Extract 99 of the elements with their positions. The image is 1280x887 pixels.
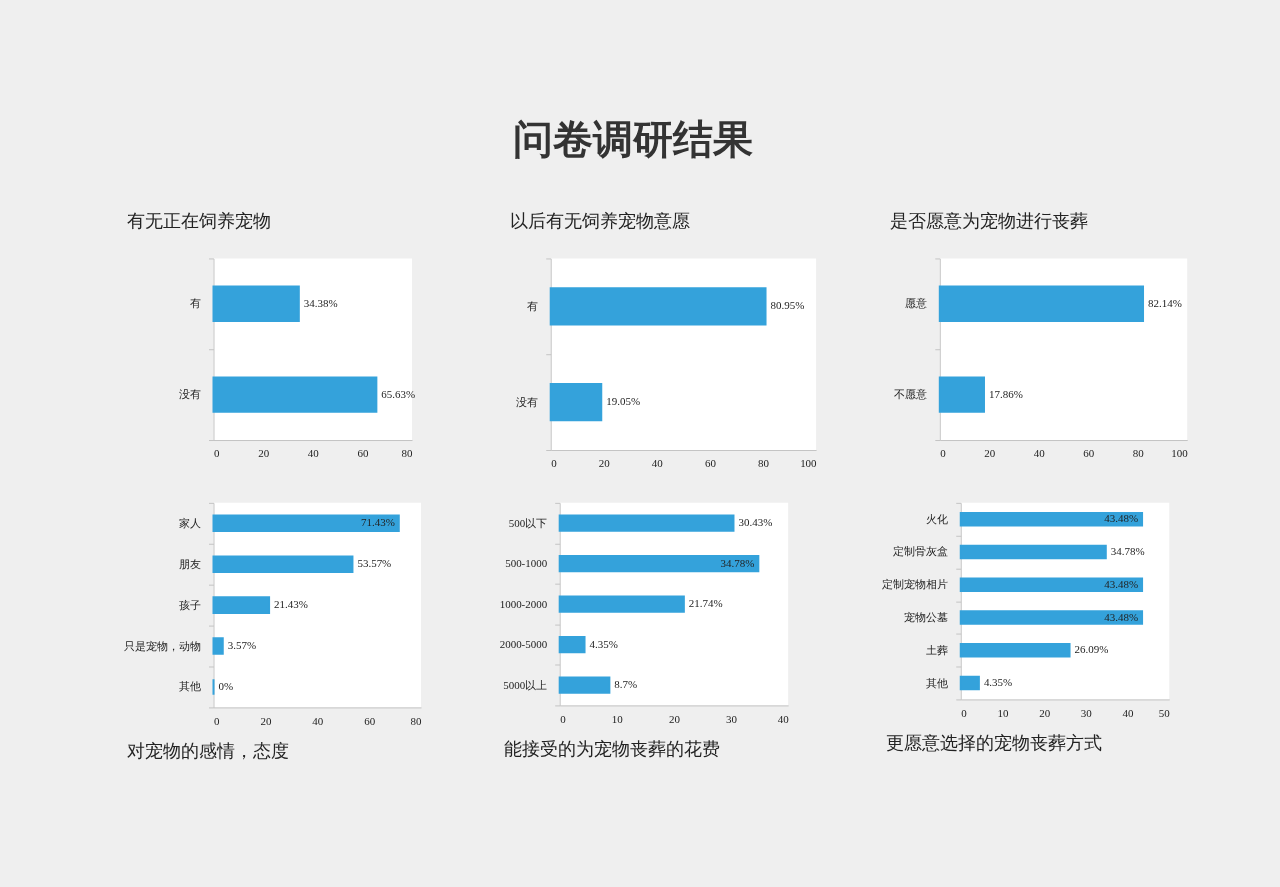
bar — [558, 635, 586, 654]
data-label: 43.48% — [1104, 577, 1139, 590]
y-tick-label: 定制骨灰盒 — [893, 545, 949, 558]
x-tick-label: 40 — [312, 714, 324, 727]
x-tick-label: 40 — [307, 447, 320, 460]
y-tick-label: 没有 — [179, 388, 202, 401]
data-label: 30.43% — [738, 516, 773, 529]
bar — [558, 554, 760, 573]
x-tick-label: 100 — [1171, 447, 1189, 460]
bar — [959, 643, 1071, 658]
x-tick-label: 0 — [961, 706, 968, 719]
data-label: 19.05% — [606, 395, 641, 408]
x-tick-label: 80 — [401, 447, 414, 460]
x-tick-label: 80 — [758, 457, 770, 470]
data-label: 4.35% — [589, 637, 618, 650]
y-tick-label: 其他 — [926, 676, 949, 689]
x-tick-label: 60 — [364, 714, 376, 727]
x-tick-label: 20 — [598, 457, 611, 470]
x-tick-label: 20 — [258, 447, 270, 460]
y-tick-label: 500-1000 — [505, 557, 548, 570]
data-label: 53.57% — [357, 557, 392, 570]
x-tick-label: 40 — [651, 457, 664, 470]
x-tick-label: 10 — [611, 712, 624, 725]
x-tick-label: 60 — [704, 457, 717, 470]
data-label: 34.78% — [720, 556, 755, 569]
bar — [212, 637, 224, 655]
x-tick-label: 20 — [668, 712, 681, 725]
bar — [558, 595, 685, 613]
x-tick-label: 20 — [260, 714, 272, 727]
data-label: 43.48% — [1104, 512, 1139, 525]
y-tick-label: 有 — [527, 299, 539, 312]
x-tick-label: 40 — [1033, 447, 1046, 460]
data-label: 21.43% — [274, 598, 308, 611]
text: 更愿意选择的宠物丧葬方式 — [885, 732, 1102, 754]
data-label: 4.35% — [983, 676, 1013, 689]
chart-title: 以后有无饲养宠物意愿 — [509, 209, 690, 231]
bar — [558, 676, 611, 694]
bar — [959, 577, 1144, 592]
y-tick-label: 500以下 — [508, 516, 548, 529]
y-tick-label: 只是宠物，动物 — [124, 639, 202, 652]
bar — [959, 544, 1107, 560]
x-tick-label: 60 — [357, 447, 369, 460]
bar — [959, 610, 1144, 625]
y-tick-label: 5000以上 — [503, 678, 548, 691]
chart-title: 有无正在饲养宠物 — [126, 209, 271, 231]
bar — [558, 514, 735, 532]
y-tick-label: 孩子 — [179, 598, 202, 611]
data-label: 8.7% — [614, 678, 638, 691]
x-tick-label: 30 — [1080, 706, 1093, 719]
y-tick-label: 愿意 — [905, 297, 928, 310]
text: 问卷调研结果 — [513, 115, 754, 162]
y-tick-label: 家人 — [179, 516, 202, 529]
data-label: 71.43% — [360, 516, 395, 529]
x-tick-label: 100 — [800, 457, 818, 470]
chart-title: 是否愿意为宠物进行丧葬 — [889, 209, 1088, 231]
x-tick-label: 80 — [410, 714, 423, 727]
x-tick-label: 80 — [1132, 447, 1145, 460]
data-label: 80.95% — [770, 299, 805, 312]
y-tick-label: 没有 — [516, 395, 539, 408]
x-tick-label: 0 — [214, 714, 220, 727]
x-tick-label: 50 — [1158, 706, 1171, 719]
y-tick-label: 土葬 — [926, 643, 949, 656]
text: 对宠物的感情，态度 — [126, 740, 289, 762]
x-tick-label: 30 — [726, 712, 738, 725]
y-tick-label: 火化 — [926, 512, 949, 525]
data-label: 43.48% — [1104, 610, 1139, 623]
y-tick-label: 定制宠物相片 — [882, 578, 949, 591]
data-label: 21.74% — [688, 597, 723, 610]
data-label: 34.78% — [1110, 545, 1145, 557]
y-tick-label: 宠物公墓 — [904, 611, 949, 624]
x-tick-label: 40 — [777, 712, 790, 725]
bar — [959, 512, 1144, 527]
x-tick-label: 60 — [1083, 447, 1095, 460]
text: 能接受的为宠物丧葬的花费 — [503, 738, 720, 760]
data-label: 65.63% — [381, 387, 416, 400]
y-tick-label: 1000-2000 — [499, 597, 548, 610]
x-tick-label: 0 — [551, 457, 558, 470]
data-label: 17.86% — [988, 387, 1023, 400]
data-label: 34.38% — [303, 296, 338, 309]
x-tick-label: 0 — [560, 712, 567, 725]
x-tick-label: 0 — [214, 447, 220, 460]
y-tick-label: 2000-5000 — [499, 638, 548, 651]
x-tick-label: 40 — [1122, 706, 1135, 719]
bar — [959, 675, 980, 691]
bar — [212, 555, 354, 573]
y-tick-label: 有 — [190, 297, 202, 310]
data-label: 82.14% — [1148, 296, 1182, 309]
x-tick-label: 20 — [984, 447, 996, 460]
data-label: 3.57% — [227, 639, 257, 652]
y-tick-label: 不愿意 — [894, 388, 928, 401]
x-tick-label: 10 — [997, 706, 1009, 719]
data-label: 0% — [218, 679, 234, 692]
bar — [212, 596, 271, 614]
x-tick-label: 20 — [1039, 706, 1051, 719]
y-tick-label: 朋友 — [179, 557, 202, 570]
bar — [212, 514, 400, 533]
data-label: 26.09% — [1074, 643, 1109, 656]
y-tick-label: 其他 — [179, 680, 202, 693]
x-tick-label: 0 — [940, 447, 947, 460]
